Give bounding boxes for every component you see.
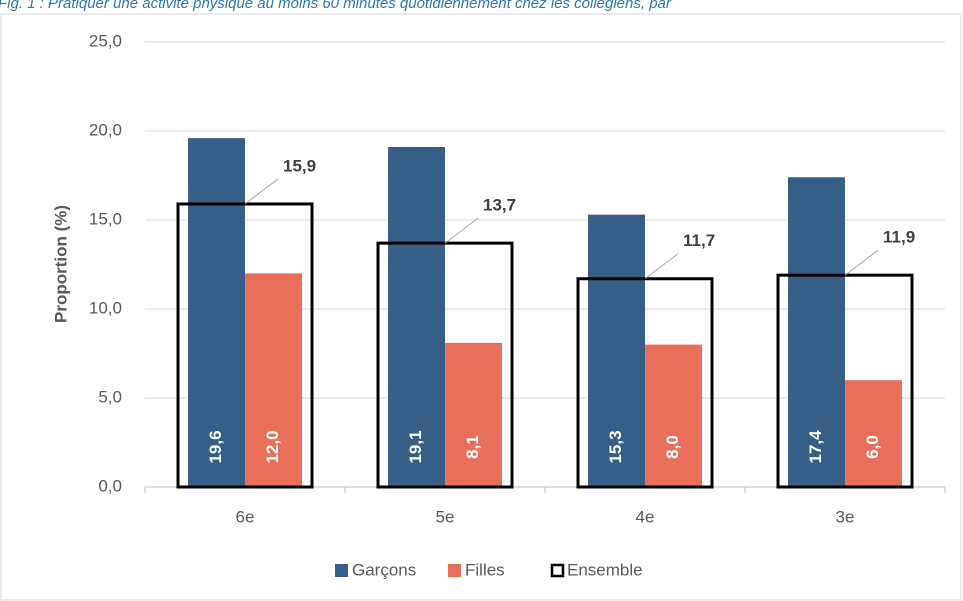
ensemble-label: 11,7 <box>683 231 715 250</box>
legend-swatch <box>550 563 565 578</box>
y-axis-title: Proportion (%) <box>51 205 70 323</box>
y-tick-label: 25,0 <box>89 31 122 50</box>
bar <box>388 147 445 487</box>
legend-label: Ensemble <box>567 560 643 579</box>
label-leader <box>844 249 879 276</box>
bar-label: 6,0 <box>863 435 882 459</box>
label-leader <box>644 253 679 280</box>
x-tick-label: 3e <box>836 507 855 526</box>
x-tick-label: 6e <box>236 507 255 526</box>
y-tick-label: 15,0 <box>89 209 122 228</box>
bar <box>188 138 245 487</box>
x-tick-label: 4e <box>636 507 655 526</box>
legend-label: Filles <box>465 560 505 579</box>
bar-label: 12,0 <box>263 430 282 463</box>
y-tick-label: 10,0 <box>89 298 122 317</box>
x-tick-label: 5e <box>436 507 455 526</box>
y-tick-label: 20,0 <box>89 120 122 139</box>
bar-label: 8,0 <box>663 435 682 459</box>
bar <box>245 273 302 487</box>
ensemble-label: 15,9 <box>283 156 316 175</box>
bar <box>645 344 702 487</box>
label-leader <box>444 217 479 244</box>
ensemble-label: 11,9 <box>883 228 915 247</box>
bar <box>445 342 502 487</box>
legend-swatch <box>448 564 461 577</box>
bar <box>845 380 902 487</box>
y-tick-label: 5,0 <box>98 387 122 406</box>
bar <box>588 214 645 487</box>
bar-label: 19,6 <box>206 430 225 463</box>
bar-label: 15,3 <box>606 430 625 463</box>
ensemble-label: 13,7 <box>483 196 516 215</box>
legend-label: Garçons <box>352 560 416 579</box>
bar <box>788 177 845 487</box>
bar-label: 17,4 <box>806 430 825 464</box>
bar-label: 19,1 <box>406 430 425 463</box>
legend-swatch <box>335 564 348 577</box>
chart-frame <box>0 13 962 601</box>
label-leader <box>244 178 279 205</box>
bar-label: 8,1 <box>463 435 482 459</box>
chart-title: Fig. 1 : Pratiquer une activité physique… <box>0 0 672 12</box>
y-tick-label: 0,0 <box>98 476 122 495</box>
